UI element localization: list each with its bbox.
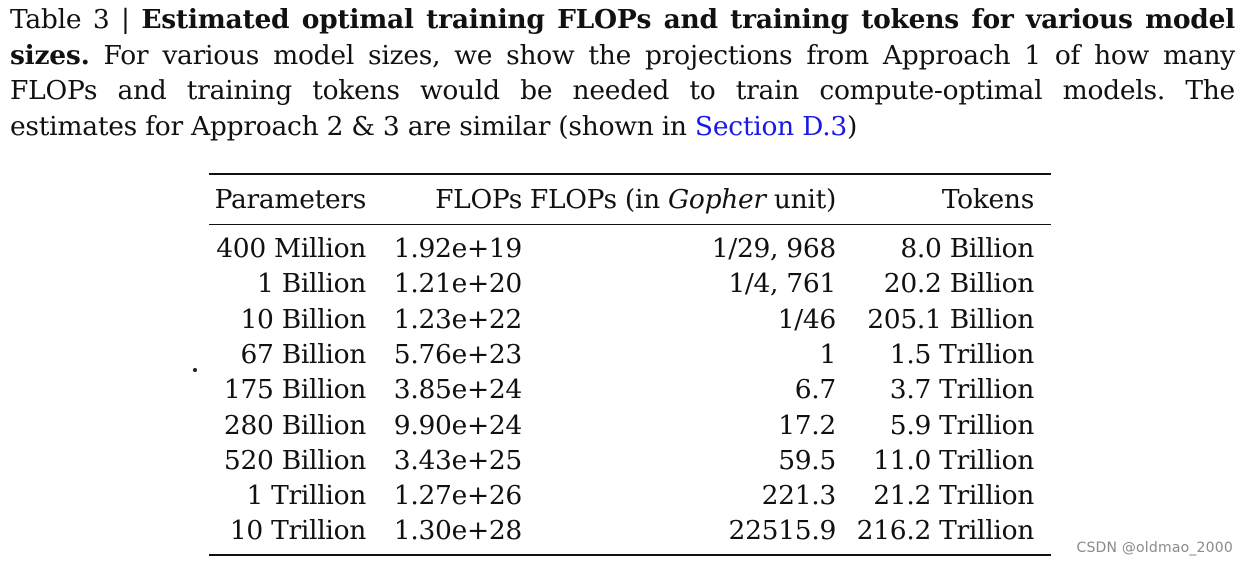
cell-flops: 3.85e+24 <box>393 374 523 406</box>
cell-parameters: 280 Billion <box>223 409 366 441</box>
cell-tokens: 216.2 Trillion <box>856 515 1035 547</box>
watermark: CSDN @oldmao_2000 <box>1076 540 1233 556</box>
cell-tokens: 5.9 Trillion <box>889 409 1035 441</box>
cell-flops-gopher: 6.7 <box>794 374 837 406</box>
cell-flops: 1.30e+28 <box>393 515 523 547</box>
table-caption: Table 3 | Estimated optimal training FLO… <box>10 2 1235 144</box>
header-tokens: Tokens <box>941 184 1034 215</box>
cell-flops-gopher: 59.5 <box>778 444 836 476</box>
cell-flops: 1.21e+20 <box>393 268 523 300</box>
caption-title: Estimated optimal training FLOPs and tra… <box>10 4 1235 71</box>
cell-tokens: 3.7 Trillion <box>889 374 1035 406</box>
cell-parameters: 10 Billion <box>240 303 366 335</box>
cell-flops: 3.43e+25 <box>393 444 523 476</box>
cell-tokens: 205.1 Billion <box>867 303 1034 335</box>
header-flops: FLOPs <box>435 184 522 215</box>
cell-flops: 1.27e+26 <box>393 480 523 512</box>
cell-flops-gopher: 1 <box>819 338 836 370</box>
cell-flops-gopher: 1/4, 761 <box>728 268 836 300</box>
cell-flops-gopher: 1/29, 968 <box>711 233 837 264</box>
section-link[interactable]: Section D.3 <box>694 110 848 142</box>
header-flops-gopher-suffix: unit) <box>765 184 836 215</box>
cell-flops-gopher: 17.2 <box>778 409 836 441</box>
cell-flops-gopher: 1/46 <box>777 303 837 335</box>
header-parameters: Parameters <box>214 184 367 215</box>
caption-body: For various model sizes, we show the pro… <box>10 39 1235 142</box>
table-bottom-rule <box>209 554 1051 556</box>
header-flops-gopher-prefix: FLOPs (in <box>529 184 669 215</box>
cell-flops: 9.90e+24 <box>393 409 523 441</box>
cell-tokens: 1.5 Trillion <box>889 338 1035 370</box>
caption-label: Table 3 | <box>10 4 142 35</box>
cell-flops-gopher: 221.3 <box>761 480 837 512</box>
cell-tokens: 11.0 Trillion <box>873 444 1034 476</box>
cell-flops: 1.23e+22 <box>393 303 523 335</box>
cell-flops: 5.76e+23 <box>393 338 523 370</box>
cell-parameters: 175 Billion <box>223 374 366 406</box>
cell-parameters: 10 Trillion <box>229 515 366 547</box>
cell-flops-gopher: 22515.9 <box>728 515 837 547</box>
cell-parameters: 1 Billion <box>257 268 366 300</box>
table-top-rule <box>209 173 1051 175</box>
cell-tokens: 8.0 Billion <box>900 233 1034 264</box>
cell-parameters: 400 Million <box>216 233 366 264</box>
cell-tokens: 20.2 Billion <box>883 268 1035 300</box>
stray-dot <box>193 368 197 372</box>
header-flops-gopher-italic: Gopher <box>668 184 766 215</box>
cell-parameters: 520 Billion <box>223 444 366 476</box>
table-header-rule <box>209 224 1051 225</box>
cell-parameters: 67 Billion <box>240 338 366 370</box>
cell-tokens: 21.2 Trillion <box>873 480 1034 512</box>
caption-end: ) <box>847 110 858 142</box>
header-flops-gopher: FLOPs (in Gopher unit) <box>530 185 836 215</box>
cell-flops: 1.92e+19 <box>393 233 523 264</box>
cell-parameters: 1 Trillion <box>246 480 366 512</box>
